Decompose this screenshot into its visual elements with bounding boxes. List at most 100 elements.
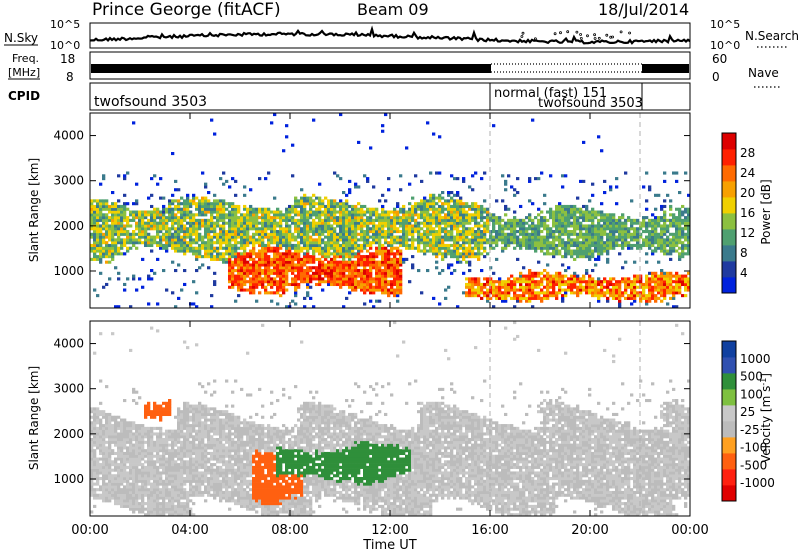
heatmap-cell [180, 227, 184, 231]
heatmap-cell [411, 224, 415, 228]
heatmap-cell [171, 202, 175, 206]
heatmap-cell [438, 204, 442, 209]
heatmap-cell [213, 257, 217, 261]
heatmap-cell [543, 202, 547, 206]
heatmap-cell [462, 243, 466, 248]
heatmap-cell [609, 277, 613, 281]
heatmap-cell [102, 255, 106, 259]
heatmap-cell [231, 204, 235, 209]
heatmap-cell [330, 280, 334, 284]
heatmap-cell [561, 299, 565, 303]
heatmap-cell [468, 280, 472, 284]
heatmap-cell [153, 238, 157, 242]
date-title: 18/Jul/2014 [598, 0, 689, 19]
heatmap-cell [597, 210, 601, 214]
heatmap-cell [669, 199, 673, 203]
heatmap-cell [486, 227, 490, 231]
heatmap-cell [297, 241, 301, 245]
heatmap-cell [318, 207, 322, 211]
heatmap-cell [93, 257, 97, 261]
heatmap-cell [417, 224, 421, 228]
heatmap-cell [234, 193, 238, 197]
heatmap-cell [213, 224, 217, 228]
heatmap-cell [462, 230, 466, 234]
heatmap-cell [435, 243, 439, 248]
heatmap-cell [609, 227, 613, 231]
heatmap-cell [333, 241, 337, 245]
heatmap-cell [252, 277, 256, 281]
heatmap-cell [246, 243, 250, 248]
heatmap-cell [516, 296, 520, 300]
heatmap-cell [417, 235, 421, 239]
heatmap-cell [558, 243, 562, 248]
heatmap-cell [279, 282, 283, 287]
heatmap-cell [321, 249, 325, 253]
heatmap-cell [231, 249, 235, 253]
heatmap-cell [165, 232, 169, 236]
heatmap-cell [276, 243, 280, 248]
heatmap-cell [120, 232, 124, 236]
heatmap-cell [672, 171, 676, 175]
heatmap-cell [390, 260, 394, 264]
heatmap-cell [513, 294, 517, 298]
heatmap-cell [633, 294, 637, 298]
heatmap-cell [177, 296, 181, 300]
heatmap-cell [579, 224, 583, 228]
heatmap-cell [96, 232, 100, 236]
heatmap-cell [99, 440, 103, 444]
heatmap-cell [531, 246, 535, 250]
heatmap-cell [600, 213, 604, 217]
heatmap-cell [615, 238, 619, 242]
heatmap-cell [165, 207, 169, 211]
heatmap-cell [351, 252, 355, 256]
heatmap-cell [486, 294, 490, 298]
heatmap-cell [570, 255, 574, 259]
heatmap-cell [237, 216, 241, 220]
heatmap-cell [177, 263, 181, 267]
heatmap-cell [432, 227, 436, 231]
heatmap-cell [429, 218, 433, 222]
heatmap-cell [669, 207, 673, 211]
heatmap-cell [93, 504, 97, 508]
heatmap-cell [423, 249, 427, 253]
heatmap-cell [330, 241, 334, 245]
heatmap-cell [210, 118, 214, 122]
heatmap-cell [300, 218, 304, 222]
heatmap-cell [222, 216, 226, 220]
heatmap-cell [675, 271, 679, 275]
heatmap-cell [363, 232, 367, 236]
heatmap-cell [270, 241, 274, 245]
heatmap-cell [417, 213, 421, 217]
heatmap-cell [537, 218, 541, 222]
heatmap-cell [402, 235, 406, 239]
heatmap-cell [621, 224, 625, 228]
heatmap-cell [438, 213, 442, 217]
heatmap-cell [117, 482, 121, 486]
heatmap-cell [459, 252, 463, 256]
heatmap-cell [381, 232, 385, 236]
heatmap-cell [216, 218, 220, 222]
heatmap-cell [588, 210, 592, 214]
heatmap-cell [687, 285, 690, 289]
heatmap-cell [435, 249, 439, 253]
heatmap-cell [381, 269, 385, 273]
heatmap-cell [159, 196, 163, 200]
heatmap-cell [282, 255, 286, 259]
heatmap-cell [525, 285, 529, 289]
heatmap-cell [120, 468, 124, 472]
heatmap-cell [339, 202, 343, 206]
heatmap-cell [348, 213, 352, 217]
heatmap-cell [189, 213, 193, 217]
heatmap-cell [543, 193, 547, 197]
heatmap-cell [366, 177, 370, 181]
heatmap-cell [117, 454, 121, 458]
heatmap-cell [267, 255, 271, 259]
colorbar-swatch [722, 261, 736, 278]
heatmap-cell [426, 216, 430, 220]
heatmap-cell [381, 243, 385, 248]
heatmap-cell [105, 243, 109, 248]
heatmap-cell [393, 235, 397, 239]
heatmap-cell [663, 238, 667, 242]
heatmap-cell [210, 216, 214, 220]
heatmap-cell [96, 230, 100, 234]
